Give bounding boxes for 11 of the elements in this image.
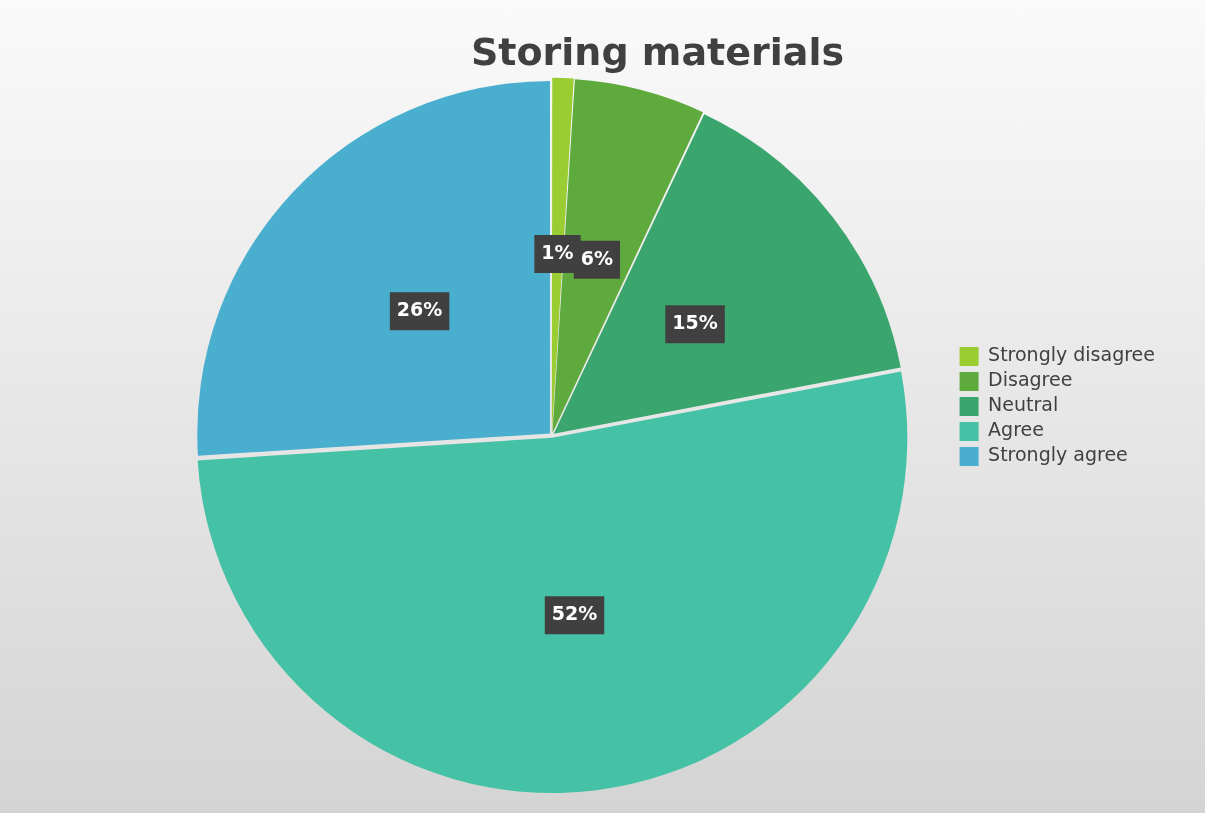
legend-label: Neutral <box>988 393 1059 416</box>
data-label: 26% <box>396 298 443 321</box>
data-label: 52% <box>551 602 598 625</box>
data-label: 1% <box>541 240 574 263</box>
legend-label: Strongly disagree <box>988 343 1156 366</box>
data-label: 6% <box>580 246 614 269</box>
legend-label: Strongly agree <box>988 443 1128 466</box>
legend-label: Disagree <box>988 368 1073 391</box>
legend-label: Agree <box>988 418 1044 441</box>
data-label: 15% <box>672 311 718 334</box>
chart-title: Storing materials <box>470 29 845 74</box>
